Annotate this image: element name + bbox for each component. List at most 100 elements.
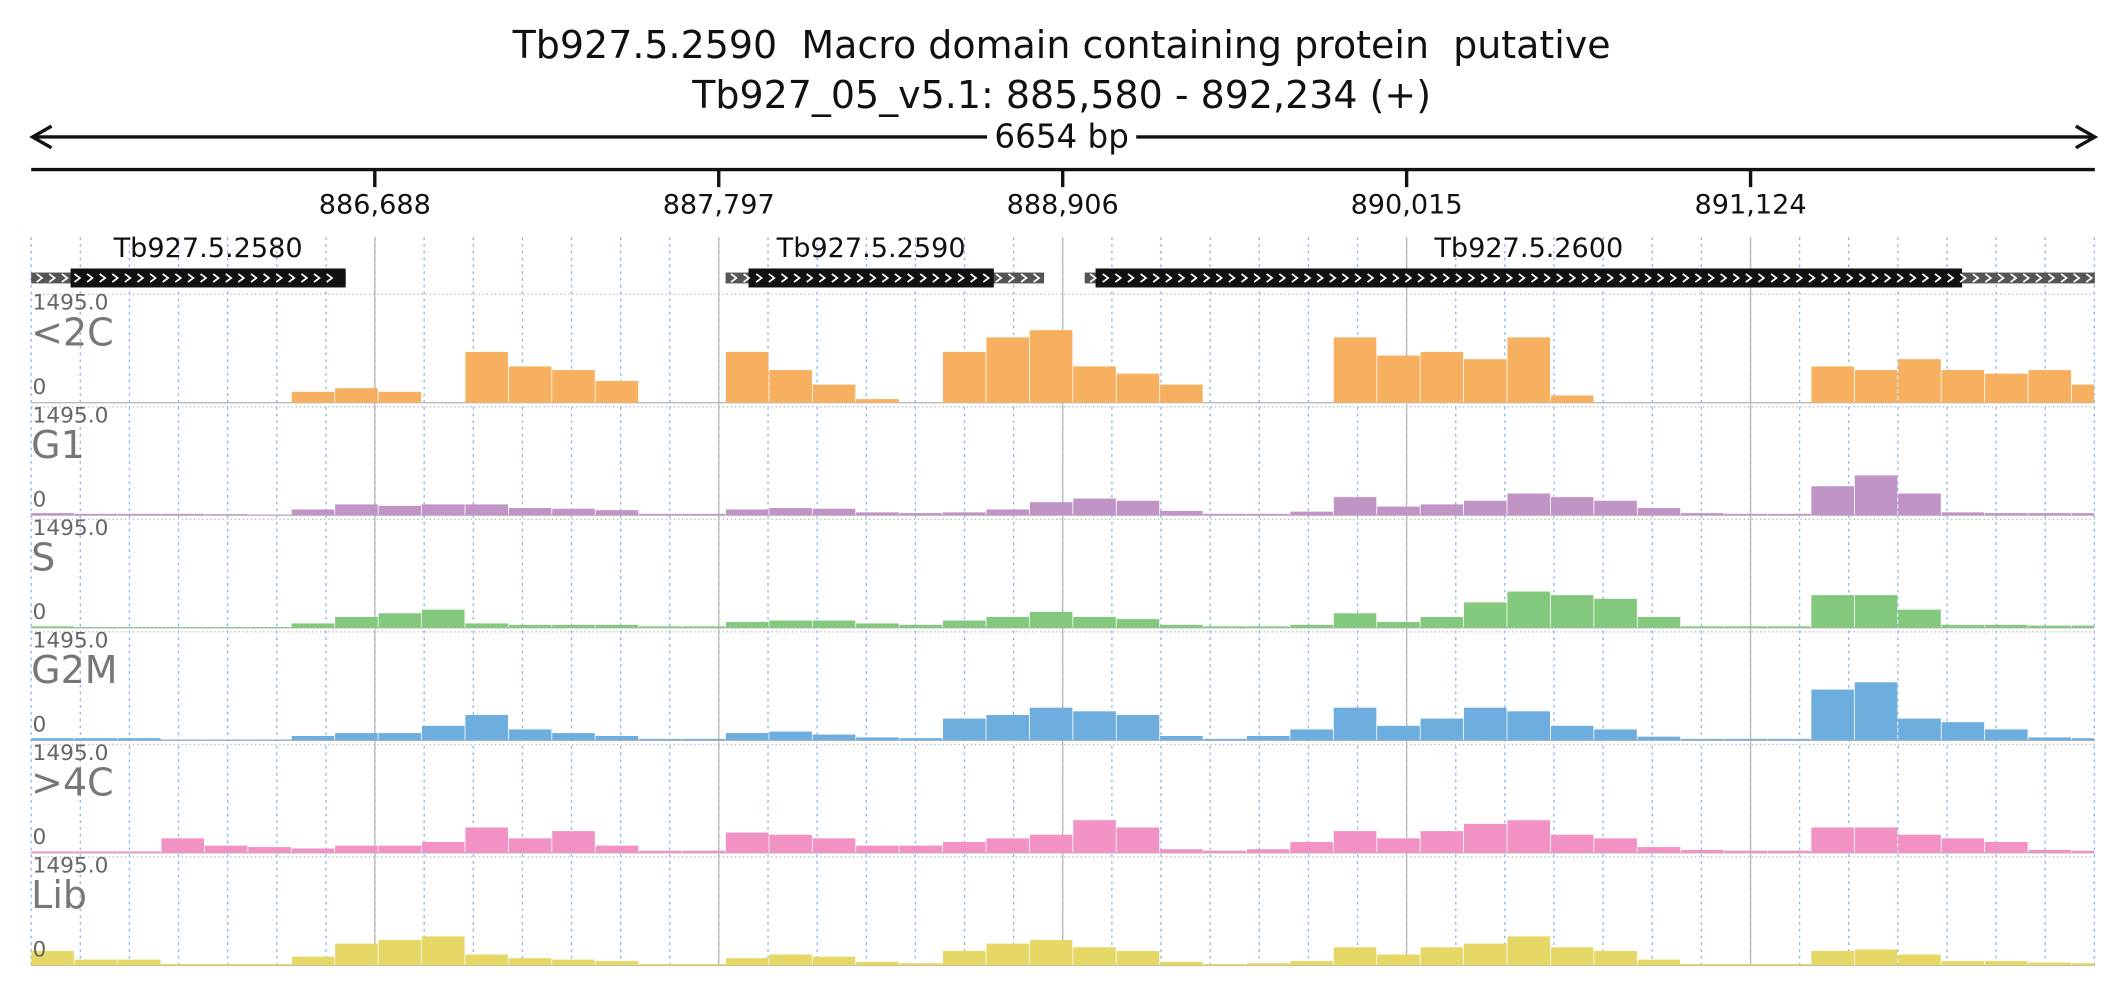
coverage-bar [725,832,769,853]
coverage-bar [595,961,639,966]
coverage-bar [595,510,639,516]
coverage-bar [1941,624,1985,628]
coverage-bar [421,504,465,516]
coverage-bar [1464,707,1507,741]
coverage-bar [899,624,943,628]
coverage-bar [248,739,291,741]
coverage-bar [1898,954,1941,966]
track-name: <2C [31,310,113,354]
coverage-bar [1029,330,1073,403]
coverage-bar [465,623,508,628]
coverage-bar [595,735,639,741]
coverage-bar [1724,963,1768,966]
coverage-bar [1898,609,1941,628]
coverage-bar [1854,682,1898,741]
coverage-bar [1681,849,1724,853]
coverage-bar [1811,595,1854,628]
coverage-bar [74,738,118,741]
coverage-bar [1420,831,1464,853]
coverage-bar [1898,718,1941,741]
coverage-bar [639,738,682,741]
coverage-bar [856,623,899,628]
span-arrow [29,119,2099,155]
coverage-bar [291,956,335,966]
x-tick-label: 887,797 [663,190,775,221]
coverage-bar [1811,689,1854,741]
y-tick-label: 1495.0 [33,628,109,653]
coverage-bar [1594,598,1637,628]
coverage-bar [986,714,1030,741]
coverage-bar [942,718,986,741]
coverage-bar [31,626,74,628]
coverage-bar [1550,834,1594,853]
coverage-bar [986,337,1030,403]
title: Tb927.5.2590 Macro domain containing pro… [512,23,1611,67]
coverage-bar [1377,621,1420,628]
coverage-bar [1203,626,1247,628]
coverage-bar [725,621,769,628]
coverage-bar [204,963,248,966]
coverage-bar [682,850,726,853]
coverage-bar [378,505,422,516]
gene-label: Tb927.5.2580 [113,233,303,264]
coverage-bar [552,733,595,741]
coverage-bar [2028,370,2072,403]
coverage-bar [899,845,943,853]
coverage-bar [248,963,291,966]
coverage-bar [1681,963,1724,966]
coverage-bar [1681,626,1724,628]
coverage-bar [2071,513,2095,516]
coverage-bar [335,733,378,741]
coverage-bar [291,848,335,853]
coverage-bar [682,513,726,516]
coverage-bar [74,851,118,853]
coverage-bar [1594,729,1637,741]
coverage-bar [31,738,74,741]
y-tick-label: 1495.0 [33,741,109,766]
arrow-head [29,124,53,150]
coverage-bar [74,959,118,966]
coverage-bar [508,624,552,628]
coverage-bar [2028,625,2072,628]
coverage-bar [1203,513,1247,516]
coverage-bar [1290,729,1333,741]
strand-chevrons [1089,273,2094,283]
coverage-bar [1203,850,1247,853]
coverage-bar [1854,475,1898,516]
coverage-bar [1029,834,1073,853]
coverage-bar [856,399,899,403]
coverage-bar [1290,841,1333,853]
coverage-bar [118,513,161,516]
coverage-bar [942,950,986,966]
track-name: S [31,535,55,579]
coverage-bar [942,351,986,403]
coverage-bar [378,391,422,403]
y-tick-label: 0 [33,487,47,512]
coverage-bar [942,512,986,516]
coverage-bar [1724,850,1768,853]
coverage-bar [1898,493,1941,516]
coverage-bar [465,827,508,853]
coverage-bar [682,738,726,741]
coverage-bar [204,627,248,628]
coverage-bar [1464,602,1507,628]
coverage-bar [335,388,378,403]
coverage-bar [1246,963,1290,966]
coverage-bar [1767,626,1811,628]
gene-cds [1095,268,1963,288]
coverage-bar [2071,738,2095,741]
coverage-bar [1550,395,1594,403]
coverage-bar [1116,500,1160,516]
coverage-bar [639,626,682,628]
coverage-bar [31,513,74,516]
coverage-bar [812,838,856,853]
coverage-bar [378,845,422,853]
coverage-bar [769,731,812,741]
coverage-bar [1898,834,1941,853]
coverage-bar [1637,736,1681,741]
coverage-bar [74,627,118,628]
coverage-bar [378,613,422,628]
coverage-bar [1507,820,1551,853]
coverage-bar [986,509,1030,516]
track-name: >4C [31,761,113,805]
